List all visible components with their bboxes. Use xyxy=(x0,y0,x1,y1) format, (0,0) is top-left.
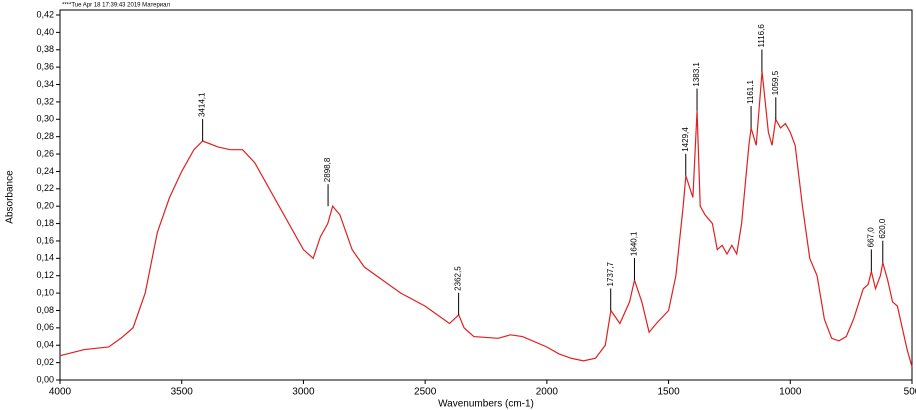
y-tick-label: 0,34 xyxy=(36,79,54,89)
peak-label: 667,0 xyxy=(866,227,875,248)
y-tick-label: 0,16 xyxy=(36,235,54,245)
y-tick-label: 0,36 xyxy=(36,62,54,72)
x-tick-label: 2000 xyxy=(536,387,559,398)
peak-label: 1116,6 xyxy=(757,24,766,48)
y-tick-label: 0,06 xyxy=(36,322,54,332)
y-tick-label: 0,40 xyxy=(36,27,54,37)
x-tick-label: 1000 xyxy=(779,387,802,398)
peak-label: 620,0 xyxy=(878,218,887,239)
spectrum-line xyxy=(59,71,913,368)
y-tick-label: 0,20 xyxy=(36,201,54,211)
peak-label: 2898,8 xyxy=(323,157,332,182)
y-tick-label: 0,08 xyxy=(36,305,54,315)
peak-label: 1161,1 xyxy=(746,80,755,104)
y-tick-label: 0,32 xyxy=(36,96,54,106)
y-tick-label: 0,38 xyxy=(36,44,54,54)
x-tick-label: 500 xyxy=(904,387,916,398)
y-tick-label: 0,24 xyxy=(36,166,54,176)
x-axis-label: Wavenumbers (cm-1) xyxy=(438,399,534,410)
x-tick-label: 2500 xyxy=(414,387,437,398)
y-tick-label: 0,26 xyxy=(36,148,54,158)
y-tick-label: 0,10 xyxy=(36,287,54,297)
y-tick-label: 0,14 xyxy=(36,253,54,263)
x-tick-label: 4000 xyxy=(49,387,72,398)
y-tick-label: 0,30 xyxy=(36,114,54,124)
peak-label: 1640,1 xyxy=(630,231,639,256)
y-tick-label: 0,42 xyxy=(36,9,54,19)
y-axis-label: Absorbance xyxy=(5,170,16,224)
y-tick-label: 0,00 xyxy=(36,374,54,384)
header: ****Tue Apr 18 17:39:43 2019 Материал xyxy=(62,3,170,9)
y-tick-label: 0,18 xyxy=(36,218,54,228)
y-tick-label: 0,12 xyxy=(36,270,54,280)
x-tick-label: 1500 xyxy=(657,387,680,398)
y-tick-label: 0,22 xyxy=(36,183,54,193)
peak-label: 1383,1 xyxy=(692,62,701,87)
y-tick-label: 0,04 xyxy=(36,340,54,350)
x-tick-label: 3000 xyxy=(292,387,315,398)
y-tick-label: 0,28 xyxy=(36,131,54,141)
plot-frame xyxy=(59,9,913,381)
peak-label: 1737,7 xyxy=(606,261,615,286)
peak-label: 2362,5 xyxy=(454,266,463,291)
y-tick-label: 0,02 xyxy=(36,357,54,367)
peak-label: 3414,1 xyxy=(198,92,207,117)
peak-label: 1429,4 xyxy=(681,127,690,152)
x-tick-label: 3500 xyxy=(171,387,194,398)
peak-label: 1059,5 xyxy=(771,70,780,95)
